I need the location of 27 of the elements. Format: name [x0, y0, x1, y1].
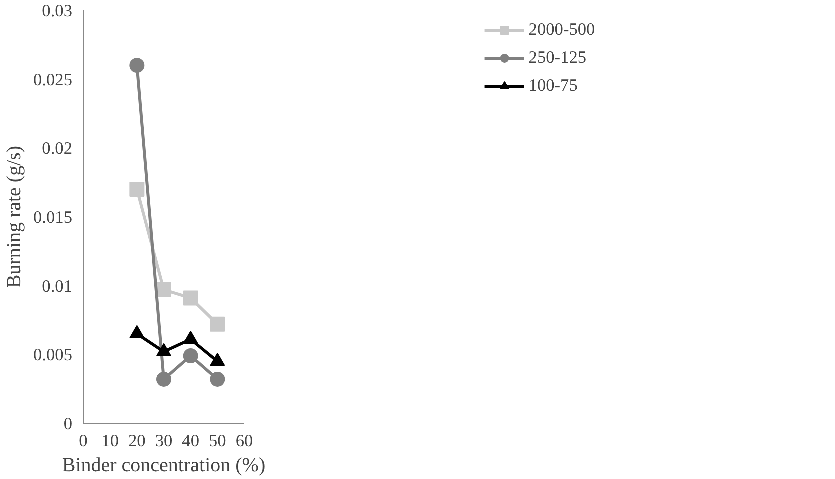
legend-label: 250-125 [528, 48, 587, 68]
point [130, 182, 145, 197]
y-tick-label: 0.01 [42, 276, 73, 296]
y-tick-label: 0 [64, 414, 73, 434]
point [183, 348, 198, 364]
y-tick-label: 0.005 [34, 346, 73, 365]
y-tick-label: 0.03 [42, 2, 73, 20]
x-axis-title: Binder concentration (%) [62, 454, 266, 476]
point [210, 316, 226, 332]
point [156, 282, 172, 298]
x-tick-label: 60 [236, 432, 254, 450]
point [210, 372, 226, 387]
x-tick-label: 20 [128, 432, 146, 450]
x-tick-label: 0 [79, 432, 88, 450]
y-tick-label: 0.025 [34, 70, 73, 90]
x-tick-label: 10 [102, 432, 119, 450]
point [130, 58, 145, 74]
x-tick-label: 40 [182, 432, 200, 450]
point [156, 372, 172, 387]
y-tick-label: 0.015 [34, 208, 73, 227]
y-tick-label: 0.02 [42, 139, 73, 158]
point [183, 290, 198, 306]
legend-label: 2000-500 [528, 20, 596, 40]
x-tick-label: 30 [155, 432, 173, 450]
y-axis-title: Burning rate (g/s) [4, 146, 26, 288]
legend-label: 100-75 [528, 76, 578, 96]
x-tick-label: 50 [209, 432, 226, 450]
